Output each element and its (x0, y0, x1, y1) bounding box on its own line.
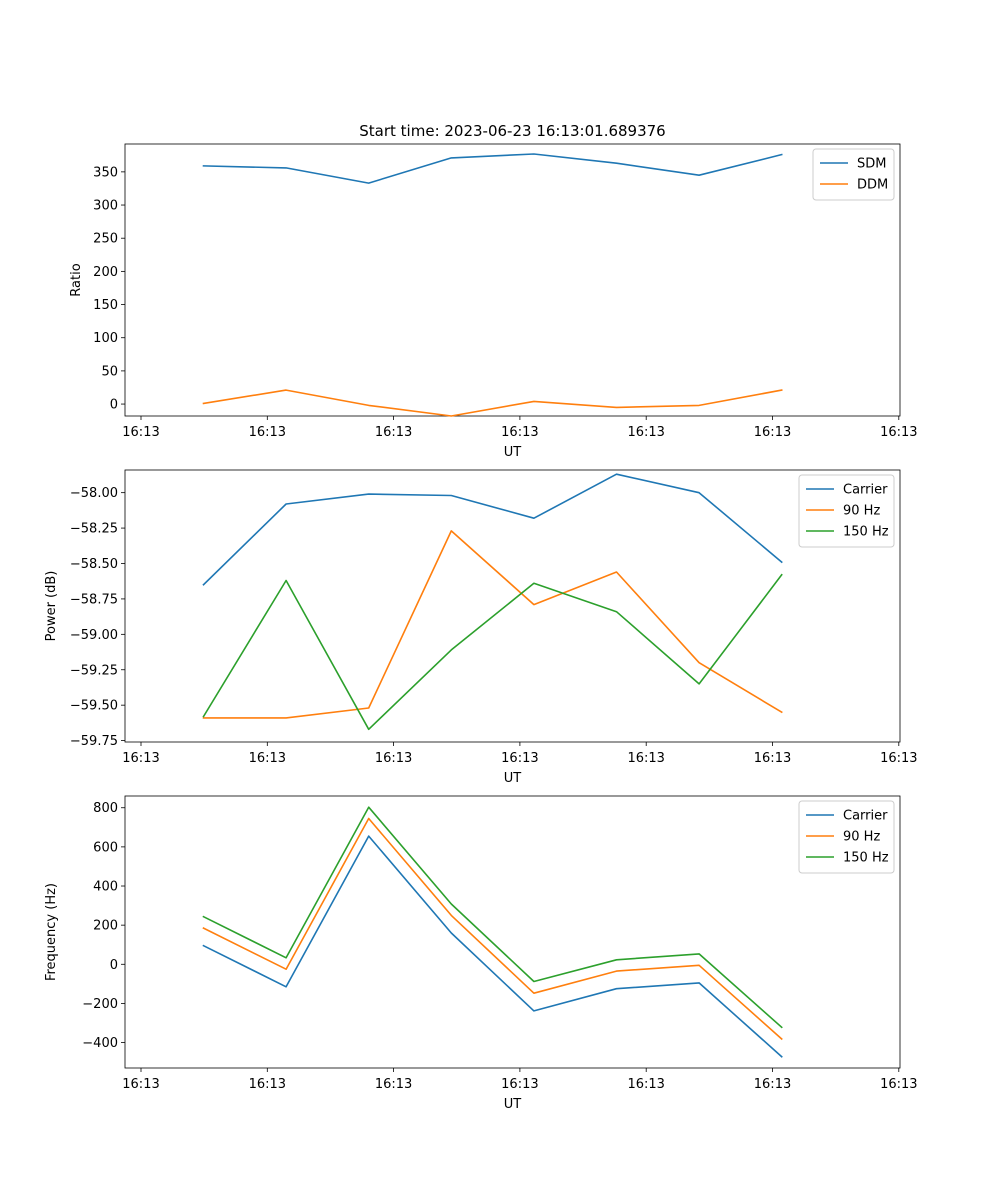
x-tick-label: 16:13 (375, 751, 412, 766)
x-tick-label: 16:13 (375, 425, 412, 440)
y-tick-label: −59.00 (70, 628, 118, 643)
x-tick-label: 16:13 (880, 751, 917, 766)
y-tick-label: −58.25 (70, 522, 118, 537)
x-axis-label: UT (504, 1097, 522, 1112)
y-tick-label: 150 (93, 298, 118, 313)
series-line-2 (202, 817, 783, 1041)
x-tick-label: 16:13 (627, 751, 664, 766)
y-tick-label: −59.25 (70, 663, 118, 678)
x-tick-label: 16:13 (754, 751, 791, 766)
y-tick-label: 0 (110, 958, 118, 973)
legend-box (812, 148, 895, 201)
y-tick-label: 800 (93, 801, 118, 816)
chart-title: Start time: 2023-06-23 16:13:01.689376 (359, 122, 665, 140)
x-tick-label: 16:13 (501, 751, 538, 766)
panels: 16:1316:1316:1316:1316:1316:1316:1316:14… (44, 143, 918, 1112)
x-tick-label: 16:13 (501, 425, 538, 440)
y-axis-label: Frequency (Hz) (44, 883, 59, 981)
y-tick-label: −200 (82, 997, 118, 1012)
x-tick-label: 16:13 (122, 1077, 159, 1092)
legend-label: SDM (857, 157, 886, 172)
y-tick-label: 400 (93, 880, 118, 895)
y-tick-label: −58.75 (70, 592, 118, 607)
y-tick-label: −59.75 (70, 734, 118, 749)
x-axis-label: UT (504, 771, 522, 786)
legend-label: 150 Hz (843, 525, 889, 540)
x-tick-label: 16:13 (880, 1077, 917, 1092)
legend-box (798, 474, 895, 548)
legend-label: 90 Hz (843, 830, 880, 845)
x-tick-label: 16:13 (122, 425, 159, 440)
x-tick-label: 16:13 (249, 1077, 286, 1092)
legend-label: DDM (857, 178, 888, 193)
chart-panel-2: 16:1316:1316:1316:1316:1316:1316:1316:14… (44, 469, 918, 786)
chart-panel-3: 16:1316:1316:1316:1316:1316:1316:1316:14… (44, 795, 918, 1112)
y-tick-label: −58.00 (70, 486, 118, 501)
chart-panel-1: 16:1316:1316:1316:1316:1316:1316:1316:14… (69, 143, 918, 460)
series-line-3 (202, 806, 783, 1029)
legend-label: 150 Hz (843, 851, 889, 866)
legend-box (798, 800, 895, 874)
y-tick-label: 100 (93, 331, 118, 346)
x-tick-label: 16:13 (754, 425, 791, 440)
legend: Carrier 90 Hz 150 Hz (798, 474, 895, 548)
y-tick-label: −59.50 (70, 699, 118, 714)
x-tick-label: 16:13 (880, 425, 917, 440)
x-tick-label: 16:13 (375, 1077, 412, 1092)
plot-frame (124, 469, 901, 743)
y-tick-label: 200 (93, 919, 118, 934)
y-axis-label: Ratio (69, 263, 84, 296)
plot-frame (124, 795, 901, 1069)
x-tick-label: 16:13 (122, 751, 159, 766)
x-tick-label: 16:13 (249, 751, 286, 766)
legend-label: 90 Hz (843, 504, 880, 519)
series-line-2 (202, 530, 783, 719)
series-line-1 (202, 473, 783, 586)
y-tick-label: 350 (93, 165, 118, 180)
series-line-2 (202, 389, 783, 417)
plot-frame (124, 143, 901, 417)
legend-label: Carrier (843, 809, 888, 824)
series-line-1 (202, 153, 783, 184)
legend: Carrier 90 Hz 150 Hz (798, 800, 895, 874)
x-tick-label: 16:13 (627, 425, 664, 440)
y-tick-label: 50 (101, 364, 118, 379)
y-tick-label: 200 (93, 265, 118, 280)
x-axis-label: UT (504, 445, 522, 460)
y-tick-label: 300 (93, 199, 118, 214)
y-tick-label: 600 (93, 840, 118, 855)
x-tick-label: 16:13 (627, 1077, 664, 1092)
y-tick-label: −58.50 (70, 557, 118, 572)
x-tick-label: 16:13 (754, 1077, 791, 1092)
legend: SDM DDM (812, 148, 895, 201)
y-tick-label: −400 (82, 1036, 118, 1051)
series-line-3 (202, 573, 783, 731)
x-tick-label: 16:13 (501, 1077, 538, 1092)
y-axis-label: Power (dB) (44, 571, 59, 642)
y-tick-label: 0 (110, 398, 118, 413)
legend-label: Carrier (843, 483, 888, 498)
y-tick-label: 250 (93, 232, 118, 247)
x-tick-label: 16:13 (249, 425, 286, 440)
series-line-1 (202, 835, 783, 1058)
